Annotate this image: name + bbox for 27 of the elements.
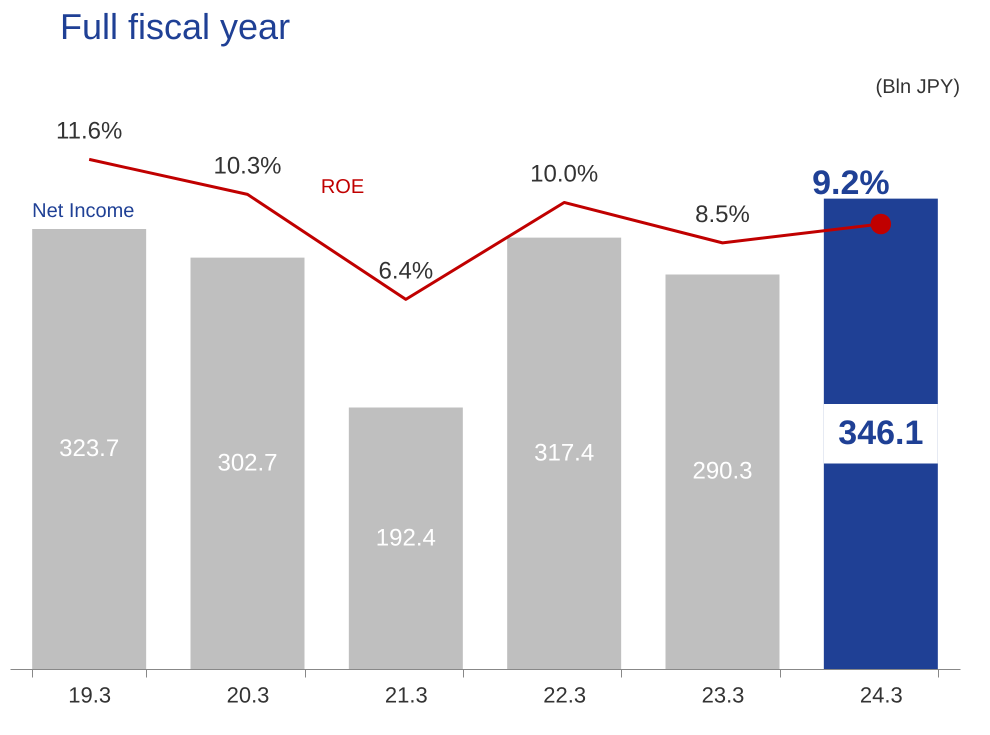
data-label: 317.4 bbox=[534, 439, 594, 466]
data-label: 10.0% bbox=[530, 160, 598, 188]
bar bbox=[190, 258, 304, 669]
x-tick-label: 23.3 bbox=[702, 682, 744, 708]
x-tick-label: 19.3 bbox=[68, 682, 112, 708]
series-label: Net Income bbox=[32, 200, 134, 222]
x-tick-label: 22.3 bbox=[543, 682, 586, 708]
bar bbox=[666, 274, 780, 669]
x-tick-label: 21.3 bbox=[384, 682, 428, 708]
chart-title: Full fiscal year bbox=[60, 6, 290, 47]
data-label: 11.6% bbox=[56, 117, 122, 144]
data-label: 8.5% bbox=[695, 200, 750, 228]
data-label: 6.4% bbox=[378, 257, 434, 284]
data-label: 346.1 bbox=[838, 414, 924, 452]
x-tick-label: 24.3 bbox=[860, 682, 903, 708]
data-label: 9.2% bbox=[812, 164, 890, 202]
data-label: 192.4 bbox=[376, 524, 436, 552]
bar bbox=[507, 238, 622, 669]
x-tick-label: 20.3 bbox=[226, 682, 270, 708]
data-label: 10.3% bbox=[213, 152, 282, 180]
data-label: 323.7 bbox=[59, 435, 120, 462]
data-label: 302.7 bbox=[217, 449, 278, 476]
bar bbox=[32, 229, 146, 669]
bar bbox=[348, 408, 463, 669]
series-label: ROE bbox=[320, 176, 364, 198]
data-label: 290.3 bbox=[692, 458, 753, 485]
text: (Bln JPY) bbox=[876, 76, 960, 98]
